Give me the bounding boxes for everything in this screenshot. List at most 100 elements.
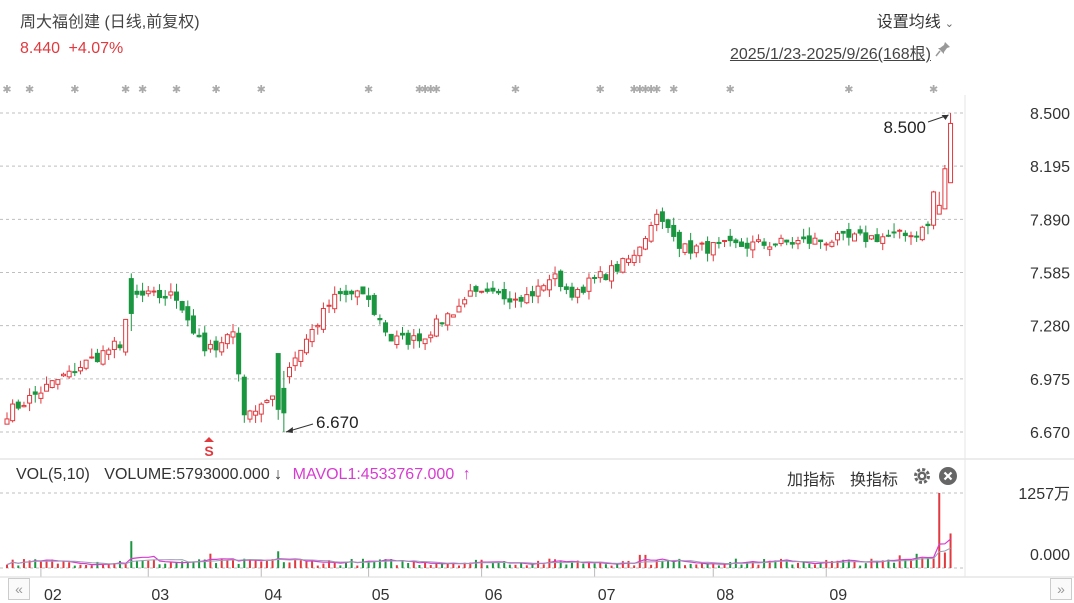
candle-body [874,234,880,243]
candle-body [281,387,287,414]
event-markers-row: ✱ ✱ ✱ ✱ ✱ ✱ ✱ ✱ ✱ ✱✱✱✱ ✱ ✱ ✱✱✱✱✱ ✱ ✱ ✱ ✱ [2,83,938,96]
candle-body [614,263,620,272]
ma-setting-button[interactable]: 设置均线 ⌄ [877,8,954,32]
high-arrowhead [941,115,949,120]
candle-body [484,288,490,292]
candle-body [439,322,445,325]
candle-body [185,306,191,321]
candle-down [671,217,677,242]
close-icon[interactable] [938,466,958,486]
candle-body [597,271,603,279]
candle-up [100,345,106,366]
event-marker: ✱ [635,83,644,96]
candle-down [179,300,185,313]
candle-up [631,249,637,267]
candle-body [806,235,812,244]
candle-down [388,333,394,342]
candle-up [710,242,716,262]
volume-bar [350,558,353,568]
candle-down [733,238,739,249]
candle-up [835,230,841,246]
candle-down [349,289,355,301]
event-marker: ✱ [432,83,441,96]
candle-up [812,232,818,245]
candle-up [428,331,434,343]
event-marker: ✱ [420,83,429,96]
volume-bar [819,562,822,568]
candle-body [377,318,383,321]
volume-bar [113,563,116,568]
volume-bar [723,564,726,568]
candle-down [140,282,146,303]
add-indicator-button[interactable]: 加指标 [787,472,836,489]
high-label: 8.500 [883,118,926,137]
candle-body [931,191,937,226]
candle-body [134,290,140,295]
candle-down [275,353,281,420]
candle-down [281,370,287,432]
s-signal-label: S [204,443,213,459]
scroll-right-button[interactable]: » [1050,578,1072,600]
candle-down [162,290,168,306]
volume-bar [926,557,929,568]
volume-bars [6,493,952,568]
volume-bar [717,565,720,568]
volume-bar [418,564,421,568]
candle-body [665,219,671,229]
candle-body [846,229,852,238]
price-change: 8.440 +4.07% [20,40,123,58]
candle-up [445,312,451,331]
candle-body [473,286,479,292]
candle-down [806,227,812,249]
candle-up [795,236,801,250]
candle-up [823,241,829,251]
candle-body [908,235,914,238]
candle-down [371,293,377,317]
candle-down [914,231,920,242]
month-label: 06 [485,587,503,603]
candle-body [750,241,756,251]
candle-up [320,302,326,333]
month-label: 02 [44,587,62,603]
candle-body [885,234,891,237]
event-marker: ✱ [426,83,435,96]
candle-body [38,392,44,399]
volume-bar [130,541,133,568]
switch-indicator-button[interactable]: 换指标 [850,472,899,489]
volume-bar [531,563,534,568]
pin-icon[interactable] [934,40,952,58]
candle-body [354,290,360,298]
candle-up [303,334,309,355]
scroll-left-button[interactable]: « [8,578,30,600]
candle-body [467,290,473,297]
volume-bar [373,561,376,568]
candle-body [275,353,281,410]
volume-bar [135,560,138,568]
candle-body [840,230,846,234]
candle-down [190,309,196,335]
candle-body [948,122,954,184]
candle-body [693,245,699,254]
candle-body [507,298,513,303]
candle-body [49,380,55,389]
volume-bar [28,560,31,568]
candle-body [631,254,637,264]
candle-body [479,290,485,293]
candle-down [484,282,490,294]
date-range[interactable]: 2025/1/23-2025/9/26(168根) [729,46,931,63]
volume-bar [949,533,952,568]
candle-body [778,237,784,245]
candle-up [450,314,456,318]
gear-icon[interactable] [912,466,932,486]
candle-up [219,336,225,356]
candle-body [230,331,236,338]
volume-bar [345,561,347,568]
candle-body [733,239,739,244]
volume-bar [740,564,743,568]
candle-up [10,399,16,423]
candle-down [688,232,694,260]
volume-bar [881,560,884,568]
candle-body [117,344,123,349]
candle-down [818,239,824,249]
